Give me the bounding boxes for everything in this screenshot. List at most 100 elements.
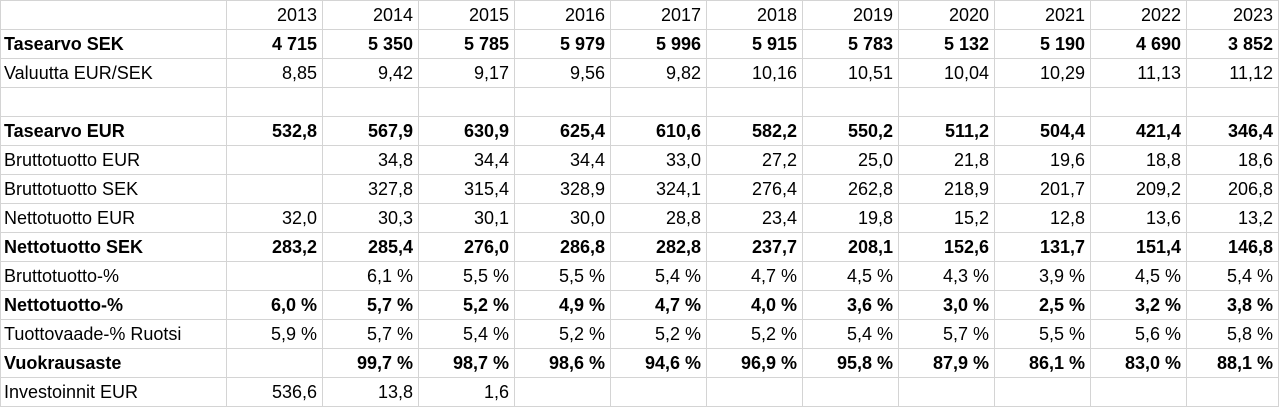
value-cell[interactable]: 9,82 — [610, 58, 707, 88]
row-label-cell[interactable]: Nettotuotto EUR — [0, 203, 227, 233]
value-cell[interactable]: 9,17 — [418, 58, 515, 88]
value-cell[interactable]: 5,7 % — [322, 290, 419, 320]
value-cell[interactable] — [418, 87, 515, 117]
value-cell[interactable]: 4,0 % — [706, 290, 803, 320]
value-cell[interactable]: 630,9 — [418, 116, 515, 146]
year-header-cell[interactable]: 2022 — [1090, 0, 1187, 30]
value-cell[interactable] — [610, 377, 707, 407]
value-cell[interactable]: 152,6 — [898, 232, 995, 262]
value-cell[interactable]: 12,8 — [994, 203, 1091, 233]
value-cell[interactable]: 237,7 — [706, 232, 803, 262]
value-cell[interactable] — [1186, 87, 1279, 117]
value-cell[interactable]: 5,6 % — [1090, 319, 1187, 349]
value-cell[interactable]: 3,6 % — [802, 290, 899, 320]
value-cell[interactable]: 30,0 — [514, 203, 611, 233]
value-cell[interactable]: 4 690 — [1090, 29, 1187, 59]
year-header-cell[interactable]: 2021 — [994, 0, 1091, 30]
row-label-cell[interactable] — [0, 87, 227, 117]
value-cell[interactable]: 262,8 — [802, 174, 899, 204]
row-label-cell[interactable]: Investoinnit EUR — [0, 377, 227, 407]
value-cell[interactable]: 18,6 — [1186, 145, 1279, 175]
value-cell[interactable]: 5,2 % — [418, 290, 515, 320]
value-cell[interactable]: 6,0 % — [226, 290, 323, 320]
value-cell[interactable]: 10,29 — [994, 58, 1091, 88]
value-cell[interactable]: 96,9 % — [706, 348, 803, 378]
value-cell[interactable]: 582,2 — [706, 116, 803, 146]
value-cell[interactable]: 146,8 — [1186, 232, 1279, 262]
value-cell[interactable]: 9,42 — [322, 58, 419, 88]
value-cell[interactable]: 5,4 % — [418, 319, 515, 349]
value-cell[interactable]: 5,5 % — [994, 319, 1091, 349]
value-cell[interactable]: 6,1 % — [322, 261, 419, 291]
value-cell[interactable]: 283,2 — [226, 232, 323, 262]
value-cell[interactable]: 5,4 % — [1186, 261, 1279, 291]
value-cell[interactable]: 1,6 — [418, 377, 515, 407]
value-cell[interactable]: 4,5 % — [802, 261, 899, 291]
year-header-cell[interactable]: 2019 — [802, 0, 899, 30]
value-cell[interactable]: 4 715 — [226, 29, 323, 59]
value-cell[interactable]: 18,8 — [1090, 145, 1187, 175]
value-cell[interactable] — [322, 87, 419, 117]
value-cell[interactable] — [514, 87, 611, 117]
value-cell[interactable]: 4,3 % — [898, 261, 995, 291]
value-cell[interactable]: 5,5 % — [514, 261, 611, 291]
row-label-cell[interactable]: Bruttotuotto-% — [0, 261, 227, 291]
value-cell[interactable]: 33,0 — [610, 145, 707, 175]
row-label-cell[interactable]: Valuutta EUR/SEK — [0, 58, 227, 88]
value-cell[interactable]: 5 996 — [610, 29, 707, 59]
value-cell[interactable]: 625,4 — [514, 116, 611, 146]
value-cell[interactable]: 218,9 — [898, 174, 995, 204]
value-cell[interactable] — [994, 87, 1091, 117]
value-cell[interactable]: 324,1 — [610, 174, 707, 204]
value-cell[interactable]: 4,7 % — [610, 290, 707, 320]
value-cell[interactable]: 4,5 % — [1090, 261, 1187, 291]
row-label-cell[interactable]: Vuokrausaste — [0, 348, 227, 378]
year-header-cell[interactable]: 2015 — [418, 0, 515, 30]
value-cell[interactable]: 5,7 % — [322, 319, 419, 349]
value-cell[interactable]: 88,1 % — [1186, 348, 1279, 378]
value-cell[interactable]: 11,12 — [1186, 58, 1279, 88]
value-cell[interactable] — [898, 377, 995, 407]
value-cell[interactable]: 10,51 — [802, 58, 899, 88]
year-header-cell[interactable]: 2018 — [706, 0, 803, 30]
value-cell[interactable]: 5 783 — [802, 29, 899, 59]
value-cell[interactable]: 5 785 — [418, 29, 515, 59]
value-cell[interactable] — [226, 348, 323, 378]
value-cell[interactable] — [706, 377, 803, 407]
value-cell[interactable]: 87,9 % — [898, 348, 995, 378]
value-cell[interactable]: 5 132 — [898, 29, 995, 59]
value-cell[interactable]: 328,9 — [514, 174, 611, 204]
value-cell[interactable] — [1186, 377, 1279, 407]
value-cell[interactable]: 34,8 — [322, 145, 419, 175]
value-cell[interactable]: 3,8 % — [1186, 290, 1279, 320]
value-cell[interactable]: 8,85 — [226, 58, 323, 88]
value-cell[interactable] — [1090, 377, 1187, 407]
value-cell[interactable]: 25,0 — [802, 145, 899, 175]
value-cell[interactable]: 86,1 % — [994, 348, 1091, 378]
value-cell[interactable]: 34,4 — [514, 145, 611, 175]
value-cell[interactable]: 276,0 — [418, 232, 515, 262]
value-cell[interactable]: 32,0 — [226, 203, 323, 233]
value-cell[interactable]: 286,8 — [514, 232, 611, 262]
row-label-cell[interactable]: Nettotuotto SEK — [0, 232, 227, 262]
value-cell[interactable]: 5,4 % — [610, 261, 707, 291]
value-cell[interactable] — [898, 87, 995, 117]
row-label-cell[interactable]: Tuottovaade-% Ruotsi — [0, 319, 227, 349]
value-cell[interactable]: 5 190 — [994, 29, 1091, 59]
value-cell[interactable] — [610, 87, 707, 117]
value-cell[interactable]: 13,6 — [1090, 203, 1187, 233]
value-cell[interactable]: 30,3 — [322, 203, 419, 233]
value-cell[interactable]: 4,7 % — [706, 261, 803, 291]
value-cell[interactable]: 327,8 — [322, 174, 419, 204]
row-label-cell[interactable]: Nettotuotto-% — [0, 290, 227, 320]
value-cell[interactable] — [226, 87, 323, 117]
value-cell[interactable]: 5,5 % — [418, 261, 515, 291]
value-cell[interactable]: 5,2 % — [610, 319, 707, 349]
value-cell[interactable]: 5 350 — [322, 29, 419, 59]
value-cell[interactable] — [226, 174, 323, 204]
value-cell[interactable] — [1090, 87, 1187, 117]
value-cell[interactable]: 9,56 — [514, 58, 611, 88]
value-cell[interactable]: 98,6 % — [514, 348, 611, 378]
value-cell[interactable] — [802, 87, 899, 117]
value-cell[interactable] — [802, 377, 899, 407]
